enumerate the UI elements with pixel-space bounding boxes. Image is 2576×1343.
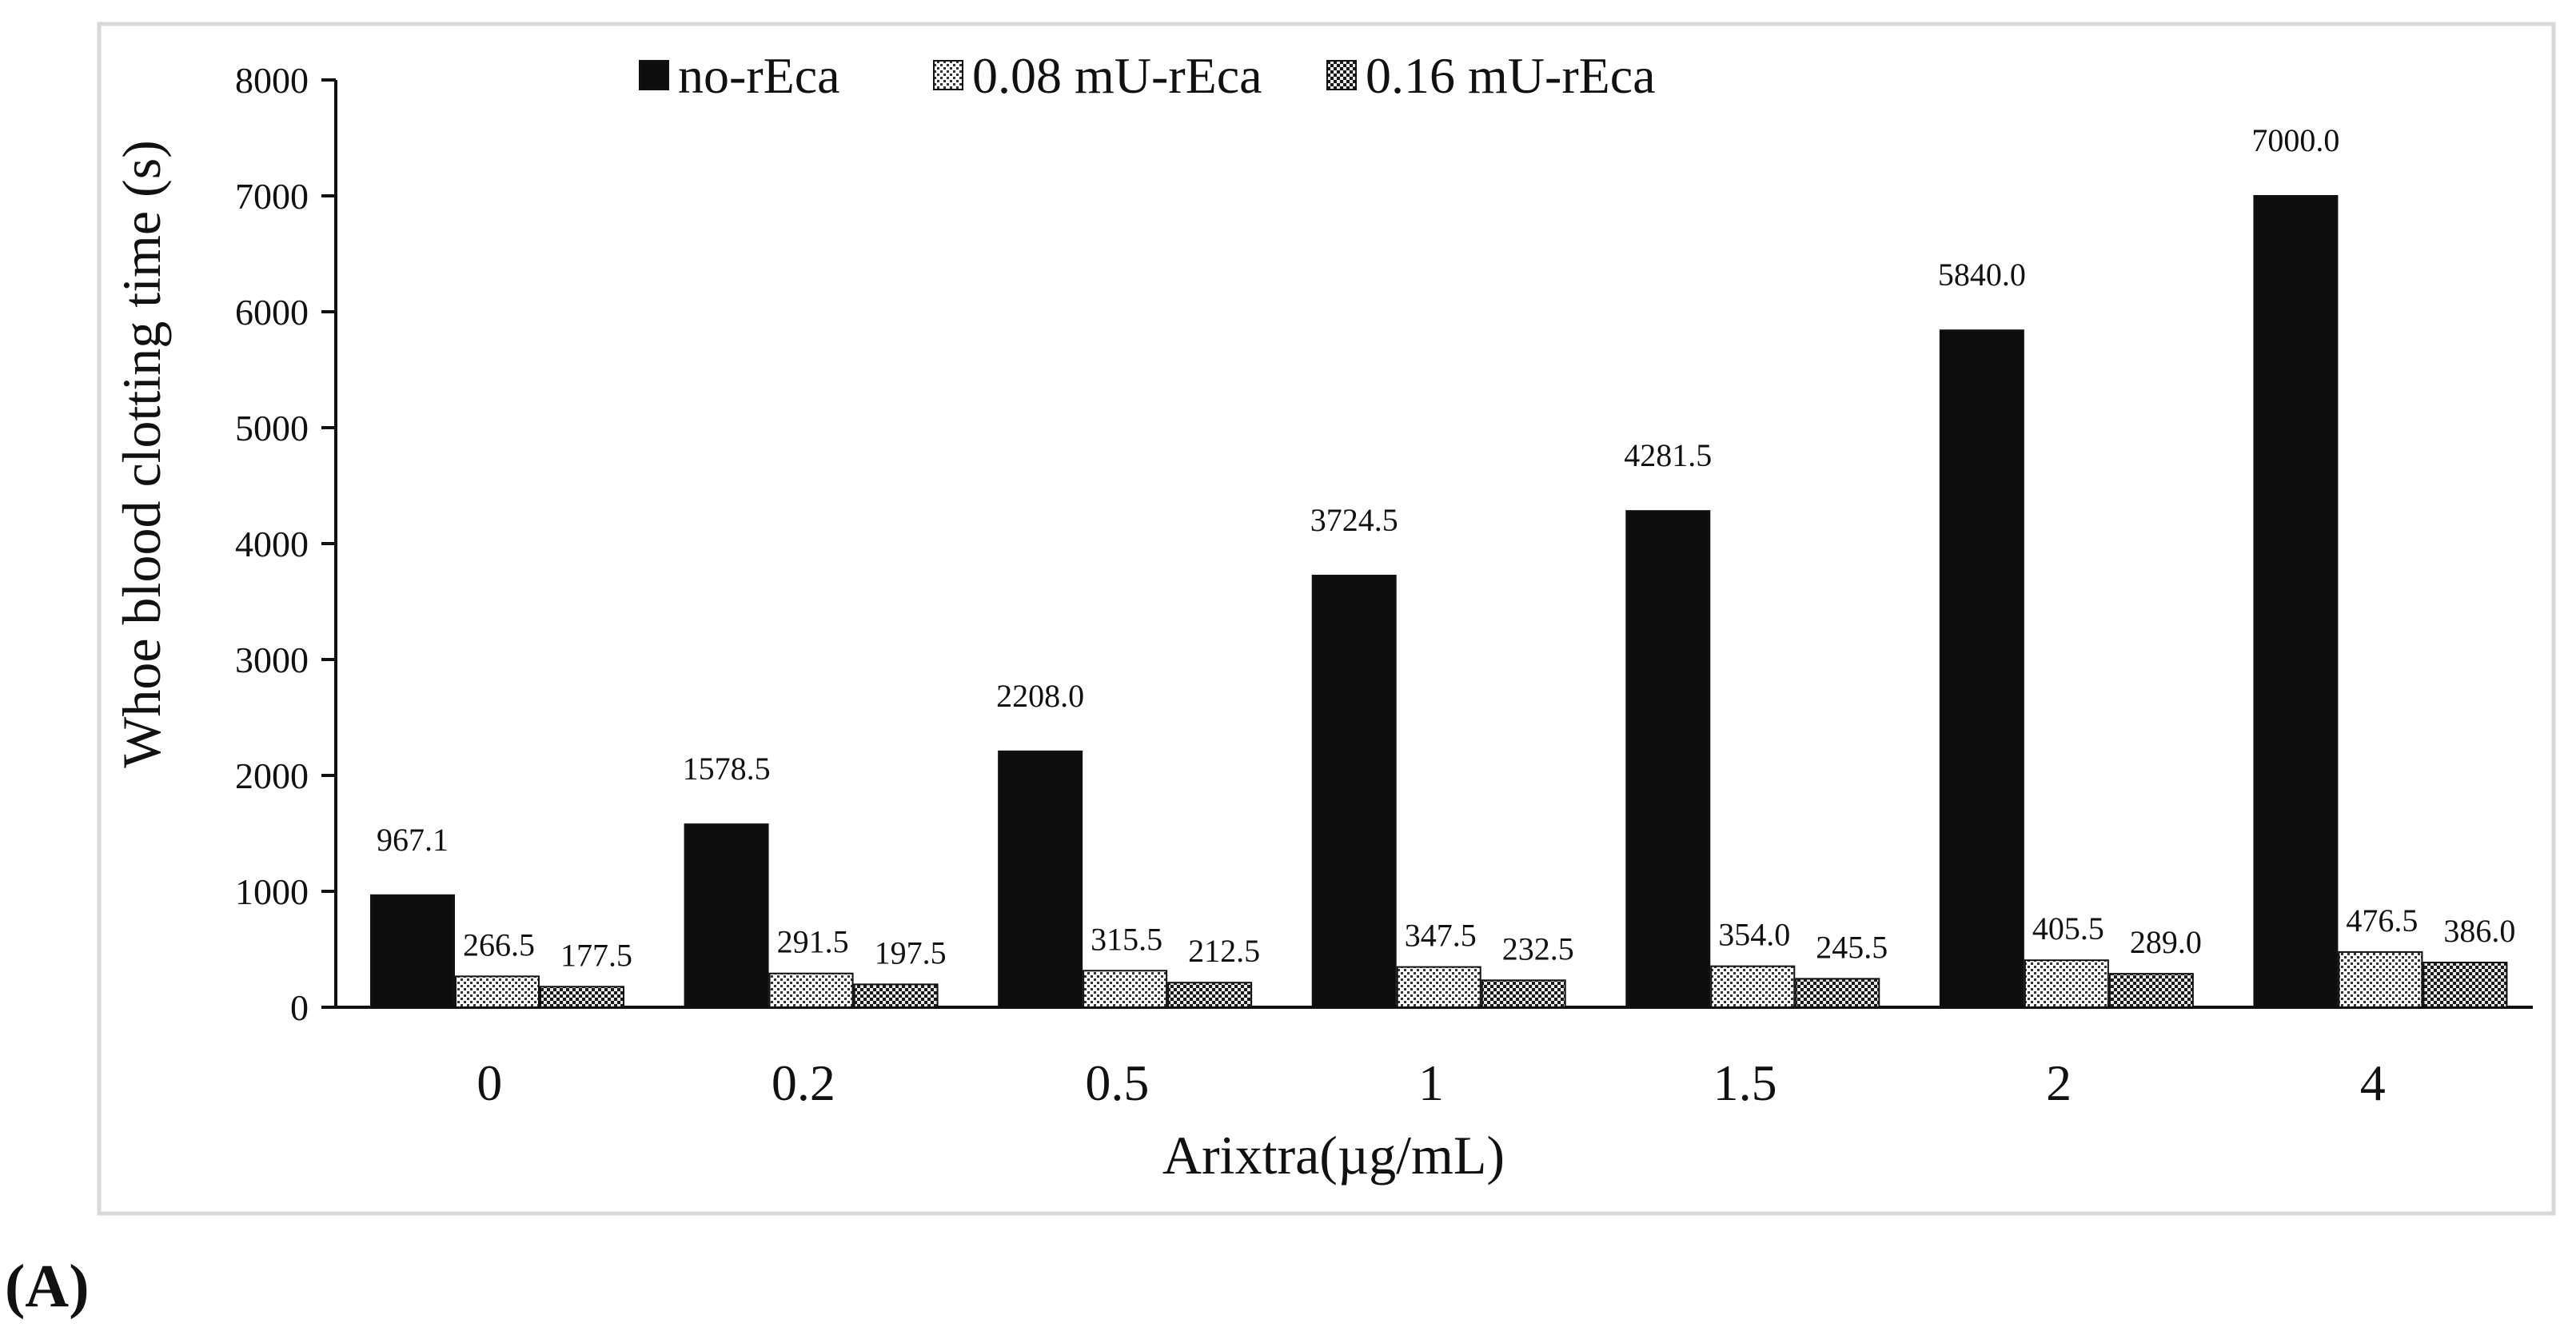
y-tick-label: 6000 xyxy=(235,292,309,333)
y-tick-label: 5000 xyxy=(235,408,309,448)
bar-0-08-mu-reca-0 xyxy=(455,975,540,1009)
bar-0-08-mu-reca-1 xyxy=(768,972,854,1009)
bar-0-08-mu-reca-2 xyxy=(1083,970,1168,1008)
data-label: 232.5 xyxy=(1502,931,1574,966)
x-tick-label: 0.5 xyxy=(1085,1054,1149,1111)
data-label: 405.5 xyxy=(2032,911,2104,946)
y-tick-label: 1000 xyxy=(235,871,309,912)
bar-no-reca-0 xyxy=(370,894,455,1009)
bar-0-08-mu-reca-5 xyxy=(2024,959,2109,1009)
data-label: 2208.0 xyxy=(996,678,1084,714)
bar-0-08-mu-reca-6 xyxy=(2338,950,2423,1008)
bar-0-08-mu-reca-4 xyxy=(1710,965,1796,1009)
y-tick-label: 3000 xyxy=(235,640,309,680)
data-label: 245.5 xyxy=(1816,929,1888,965)
data-label: 4281.5 xyxy=(1624,437,1712,473)
x-tick-label: 0 xyxy=(477,1054,502,1111)
data-label: 197.5 xyxy=(875,935,947,970)
legend-label-0: no-rEca xyxy=(678,47,840,104)
y-tick-label: 8000 xyxy=(235,60,309,101)
legend-label-1: 0.08 mU-rEca xyxy=(972,47,1262,104)
data-label: 266.5 xyxy=(463,927,535,962)
y-tick-label: 4000 xyxy=(235,524,309,564)
bar-no-reca-3 xyxy=(1311,574,1397,1008)
y-axis-title: Whoe blood clotting time (s) xyxy=(111,140,172,768)
data-label: 386.0 xyxy=(2443,913,2515,949)
bar-0-16-mu-reca-2 xyxy=(1167,982,1253,1008)
legend-swatch-2 xyxy=(1326,60,1357,90)
bar-0-16-mu-reca-0 xyxy=(540,986,624,1008)
data-label: 7000.0 xyxy=(2251,122,2339,158)
data-label: 347.5 xyxy=(1405,918,1477,954)
bar-no-reca-5 xyxy=(1939,329,2024,1008)
bar-no-reca-6 xyxy=(2253,195,2339,1008)
data-label: 315.5 xyxy=(1091,921,1162,957)
data-label: 1578.5 xyxy=(683,751,771,787)
legend-swatch-0 xyxy=(639,60,669,90)
data-label: 212.5 xyxy=(1188,933,1260,969)
data-label: 476.5 xyxy=(2346,903,2418,939)
legend-swatch-1 xyxy=(933,60,963,90)
bar-0-16-mu-reca-1 xyxy=(853,983,939,1009)
bar-0-16-mu-reca-4 xyxy=(1795,978,1880,1008)
x-tick-label: 1 xyxy=(1418,1054,1444,1111)
data-label: 291.5 xyxy=(777,924,849,960)
y-tick-label: 7000 xyxy=(235,176,309,217)
x-tick-label: 0.2 xyxy=(772,1054,835,1111)
x-axis-title: Arixtra(µg/mL) xyxy=(1162,1125,1505,1186)
data-label: 354.0 xyxy=(1718,917,1790,953)
x-tick-label: 4 xyxy=(2360,1054,2386,1111)
bar-0-08-mu-reca-3 xyxy=(1396,966,1481,1009)
panel-label: (A) xyxy=(5,1253,90,1320)
bar-0-16-mu-reca-3 xyxy=(1481,979,1566,1008)
bar-no-reca-2 xyxy=(998,750,1083,1009)
bar-0-16-mu-reca-5 xyxy=(2108,973,2194,1008)
legend-label-2: 0.16 mU-rEca xyxy=(1366,47,1656,104)
bar-no-reca-4 xyxy=(1625,510,1711,1008)
y-tick-label: 2000 xyxy=(235,755,309,796)
plot-area: 0 1000 2000 3000 4000 5000 6000 7000 8000 967.1 26… xyxy=(235,47,2533,1111)
y-tick-label: 0 xyxy=(290,987,309,1028)
data-label: 967.1 xyxy=(377,822,449,858)
x-tick-label: 2 xyxy=(2046,1054,2072,1111)
data-label: 5840.0 xyxy=(1938,257,2026,293)
data-label: 177.5 xyxy=(560,937,632,973)
data-label: 3724.5 xyxy=(1310,502,1398,538)
x-tick-label: 1.5 xyxy=(1713,1054,1777,1111)
bar-0-16-mu-reca-6 xyxy=(2422,962,2508,1009)
bar-no-reca-1 xyxy=(684,823,769,1009)
data-label: 289.0 xyxy=(2130,924,2202,960)
